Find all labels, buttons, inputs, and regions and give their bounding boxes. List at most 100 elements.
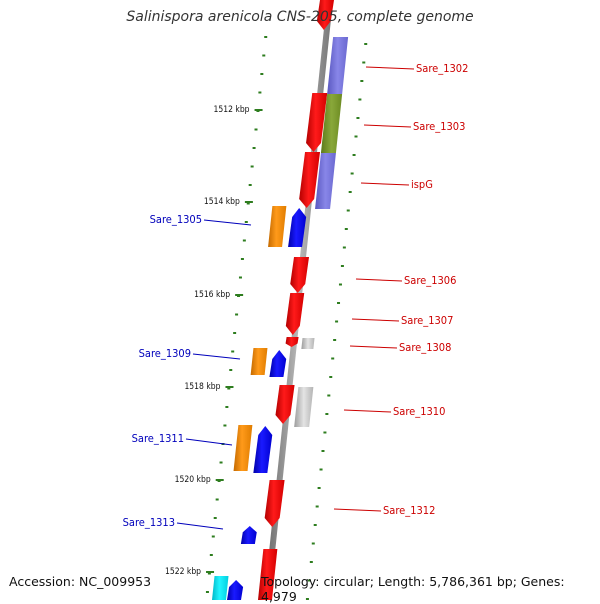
gene-block-red (275, 385, 295, 424)
guide-dot (331, 357, 335, 360)
guide-dot (240, 258, 244, 260)
gene-block-red (264, 480, 285, 527)
gene-label-sare_1308: Sare_1308 (399, 341, 451, 354)
guide-dot (260, 73, 264, 75)
kbp-tick (206, 571, 215, 573)
leader-line (365, 66, 415, 70)
gene-block-blue (240, 526, 257, 544)
gene-label-sare_1307: Sare_1307 (401, 314, 453, 327)
gene-label-sare_1305: Sare_1305 (150, 213, 202, 226)
gene-label-sare_1306: Sare_1306 (404, 274, 456, 287)
guide-dot (258, 91, 262, 94)
genome-title: Salinispora arenicola CNS-205, complete … (126, 9, 474, 25)
gene-block-red (258, 549, 278, 600)
gene-label-sare_1311: Sare_1311 (132, 432, 184, 445)
kbp-tick-label: 1518 kbp (184, 382, 220, 392)
guide-dot (358, 98, 362, 101)
gene-labels: Sare_1302 Sare_1303 ispG Sare_1306 Sare_1307… (123, 62, 469, 529)
guide-dot (321, 450, 325, 452)
gene-block-red (299, 152, 321, 208)
gene-block-red (306, 93, 328, 152)
guide-dot (337, 302, 341, 304)
leader-line (333, 508, 382, 512)
guide-dot (346, 209, 350, 212)
guide-dot (244, 221, 248, 223)
kbp-tick (244, 201, 253, 203)
guide-dot (325, 413, 329, 415)
guide-dot (338, 283, 342, 286)
guide-dot (235, 313, 239, 316)
guide-dot (315, 505, 319, 508)
guide-dot (207, 572, 211, 575)
gene-label-sare_1313: Sare_1313 (123, 516, 175, 529)
guide-dot (327, 394, 331, 397)
gene-block-blue (269, 350, 287, 377)
kbp-tick-label: 1512 kbp (214, 105, 250, 115)
gene-block-grey (301, 338, 315, 349)
guide-dot (335, 320, 339, 323)
kbp-tick-label: 1520 kbp (175, 475, 211, 485)
gene-block-blue (253, 426, 273, 473)
kbp-tick-label: 1514 kbp (204, 197, 240, 207)
leader-line (351, 318, 400, 322)
guide-dot (209, 554, 213, 556)
leader-line (185, 438, 233, 446)
gene-label-sare_1310: Sare_1310 (393, 405, 445, 418)
guide-dot (233, 332, 237, 334)
guide-dot (323, 431, 327, 434)
guide-dot (238, 276, 242, 279)
guide-dot (329, 376, 333, 378)
gene-block-orange (268, 206, 287, 247)
gene-blocks (212, 0, 349, 600)
label-leader-lines (176, 66, 415, 530)
guide-dot (356, 117, 360, 119)
guide-dot (264, 36, 268, 38)
accession-text: Accession: NC_009953 (9, 574, 152, 589)
guide-dot (248, 184, 252, 186)
gene-block-olive (320, 94, 343, 153)
guide-dot (342, 246, 346, 249)
guide-dot (313, 524, 317, 526)
guide-dot (213, 517, 217, 519)
kbp-tick (215, 479, 224, 481)
guide-dot (307, 579, 311, 582)
kbp-ticks: 1512 kbp 1514 kbp 1516 kbp 1518 kbp 1520 kbp… (165, 105, 263, 577)
gene-label-ispg: ispG (411, 178, 433, 191)
guide-dot (344, 228, 348, 230)
kbp-tick-label: 1522 kbp (165, 567, 201, 577)
gene-block-orange (250, 348, 268, 375)
guide-dot (311, 542, 315, 545)
guide-dot (317, 487, 321, 489)
gene-label-sare_1303: Sare_1303 (413, 120, 465, 133)
guide-dot (246, 202, 250, 205)
leader-line (176, 522, 224, 530)
guide-dot (223, 424, 227, 427)
gene-block-purple (327, 37, 349, 94)
gene-block-purple (315, 153, 336, 209)
gene-block-red (285, 337, 299, 347)
guide-dot (205, 591, 209, 593)
leader-line (203, 219, 252, 226)
guide-dot (352, 154, 356, 156)
gene-block-red (285, 293, 305, 335)
guide-dot (319, 468, 323, 471)
guide-dot (348, 191, 352, 193)
guide-dot (360, 80, 364, 82)
leader-line (192, 353, 241, 360)
gene-block-red (316, 0, 334, 30)
guide-dot (215, 498, 219, 501)
leader-line (343, 409, 392, 413)
guide-dot (350, 172, 354, 175)
kbp-tick (225, 386, 234, 388)
guide-dot (254, 128, 258, 131)
guide-dot (362, 61, 366, 64)
leader-line (360, 182, 410, 186)
gene-block-blue (288, 208, 307, 247)
guide-dot (309, 561, 313, 563)
gene-block-orange (233, 425, 253, 471)
gene-block-grey (294, 387, 314, 427)
guide-dot (225, 406, 229, 408)
kbp-tick (235, 294, 244, 296)
guide-dot (250, 165, 254, 168)
